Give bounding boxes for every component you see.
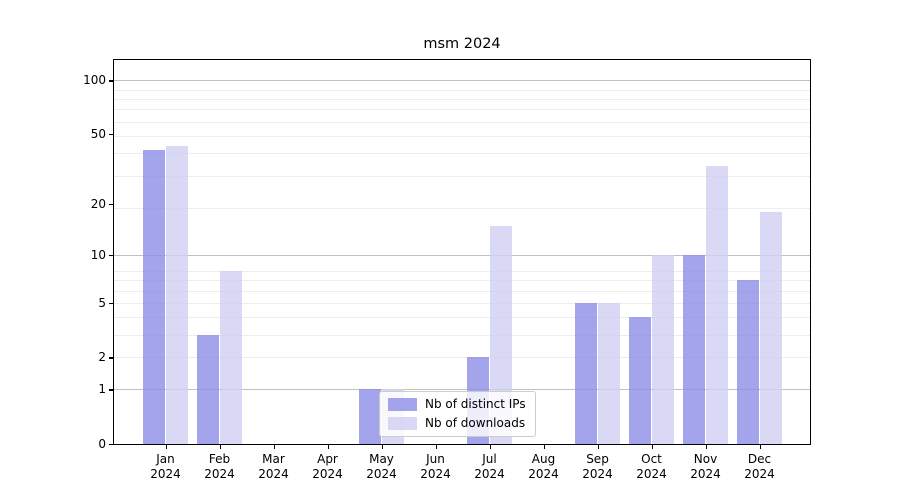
y-axis-tick-mark — [109, 444, 113, 446]
minor-gridline — [114, 89, 810, 91]
chart-title: msm 2024 — [423, 36, 501, 52]
y-axis-tick-mark — [109, 302, 113, 305]
x-axis-tick-label: Nov 2024 — [690, 452, 721, 481]
minor-gridline — [114, 176, 810, 178]
x-axis-tick-mark — [219, 445, 221, 449]
plot-area: Nb of distinct IPs Nb of downloads — [113, 59, 811, 445]
bar-downloads — [651, 255, 674, 444]
x-axis-tick-label: Dec 2024 — [744, 452, 775, 481]
legend-item-downloads: Nb of downloads — [388, 416, 526, 431]
y-axis-tick-label: 100 — [83, 73, 106, 88]
x-axis-tick-label: Apr 2024 — [312, 452, 343, 481]
major-gridline — [114, 80, 810, 82]
major-gridline — [114, 255, 810, 257]
x-axis-tick-mark — [705, 445, 707, 449]
bar-distinct-ips — [197, 334, 220, 444]
y-axis-tick-mark — [109, 389, 113, 391]
y-axis-tick-label: 5 — [98, 295, 106, 310]
y-axis-tick-mark — [109, 134, 113, 136]
legend: Nb of distinct IPs Nb of downloads — [379, 391, 536, 437]
bar-downloads — [759, 212, 782, 444]
y-axis-tick-label: 0 — [98, 437, 106, 451]
x-axis-tick-label: May 2024 — [366, 452, 397, 481]
x-axis-tick-mark — [165, 445, 167, 449]
x-axis-tick-mark — [435, 445, 437, 449]
bar-distinct-ips — [629, 317, 652, 444]
bar-distinct-ips — [359, 389, 382, 444]
y-axis-tick-label: 50 — [90, 127, 106, 142]
y-axis-tick-mark — [109, 255, 113, 257]
minor-gridline — [114, 153, 810, 155]
bar-downloads — [489, 225, 512, 444]
minor-gridline — [114, 98, 810, 100]
x-axis-tick-mark — [597, 445, 599, 449]
x-axis-tick-mark — [273, 445, 275, 449]
y-axis-tick-mark — [109, 80, 113, 82]
x-axis-tick-label: Jun 2024 — [420, 452, 451, 481]
y-axis-tick-mark — [109, 357, 113, 359]
bar-distinct-ips — [683, 255, 706, 444]
x-axis-tick-mark — [327, 445, 329, 449]
y-axis-tick-mark — [109, 204, 113, 206]
legend-item-distinct-ips: Nb of distinct IPs — [388, 397, 526, 412]
bar-distinct-ips — [575, 302, 598, 444]
x-axis-tick-mark — [759, 445, 761, 449]
x-axis-tick-mark — [651, 445, 653, 449]
x-axis-tick-label: Jan 2024 — [150, 452, 181, 481]
bar-distinct-ips — [737, 280, 760, 444]
minor-gridline — [114, 334, 810, 336]
y-axis-tick-label: 20 — [90, 197, 106, 212]
x-axis-tick-label: Feb 2024 — [204, 452, 235, 481]
x-axis-tick-mark — [543, 445, 545, 449]
minor-gridline — [114, 317, 810, 319]
bar-distinct-ips — [143, 149, 166, 444]
minor-gridline — [114, 357, 810, 359]
y-axis-tick-label: 1 — [98, 382, 106, 397]
minor-gridline — [114, 290, 810, 292]
y-axis-tick-label: 2 — [98, 350, 106, 365]
minor-gridline — [114, 121, 810, 123]
minor-gridline — [114, 270, 810, 272]
legend-label-distinct-ips: Nb of distinct IPs — [425, 397, 526, 411]
bar-downloads — [705, 166, 728, 444]
minor-gridline — [114, 280, 810, 282]
x-axis-tick-label: Sep 2024 — [582, 452, 613, 481]
legend-label-downloads: Nb of downloads — [425, 416, 526, 430]
x-axis-tick-label: Aug 2024 — [528, 452, 559, 481]
minor-gridline — [114, 208, 810, 210]
x-axis-tick-label: Mar 2024 — [258, 452, 289, 481]
x-axis-tick-label: Oct 2024 — [636, 452, 667, 481]
legend-swatch-downloads — [388, 417, 417, 430]
x-axis-tick-mark — [381, 445, 383, 449]
bar-downloads — [165, 145, 188, 444]
major-gridline — [114, 389, 810, 391]
minor-gridline — [114, 302, 810, 304]
x-axis-tick-mark — [489, 445, 491, 449]
legend-swatch-distinct-ips — [388, 398, 417, 411]
minor-gridline — [114, 109, 810, 111]
minor-gridline — [114, 135, 810, 137]
y-axis-tick-label: 10 — [90, 248, 106, 263]
bar-downloads — [597, 302, 620, 444]
bar-downloads — [219, 270, 242, 444]
x-axis-tick-label: Jul 2024 — [474, 452, 505, 481]
